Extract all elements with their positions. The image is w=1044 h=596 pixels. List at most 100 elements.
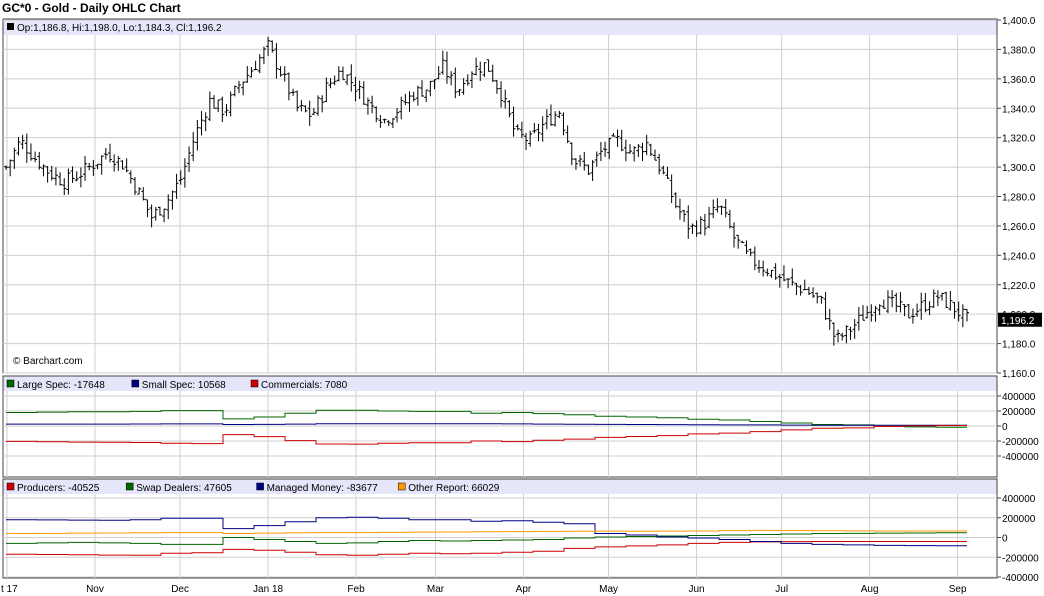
ohlc-bar xyxy=(860,305,865,321)
ohlc-bar xyxy=(856,307,861,331)
ohlc-bar xyxy=(124,158,129,173)
y-tick-label: 0 xyxy=(1002,422,1008,433)
x-tick-label: Jan 18 xyxy=(253,584,283,595)
ohlc-bar xyxy=(548,104,553,126)
series-line-large-spec xyxy=(6,409,967,428)
ohlc-bar xyxy=(345,74,350,86)
ohlc-bar xyxy=(806,286,811,296)
panel-frame-2 xyxy=(2,478,998,579)
ohlc-bar xyxy=(960,304,965,328)
y-tick-label: 0 xyxy=(1002,534,1008,545)
ohlc-bar xyxy=(494,79,499,94)
y-tick-label: 200000 xyxy=(1002,514,1036,525)
ohlc-bar xyxy=(786,278,791,289)
ohlc-bar xyxy=(49,165,54,181)
x-tick-label: t 17 xyxy=(1,584,18,595)
ohlc-bar xyxy=(923,292,928,313)
ohlc-bar xyxy=(145,199,150,218)
ohlc-bar xyxy=(212,95,217,109)
ohlc-bar xyxy=(632,146,637,162)
ohlc-bar xyxy=(390,117,395,129)
ohlc-bar xyxy=(603,141,608,157)
ohlc-bar xyxy=(657,153,662,175)
ohlc-bar xyxy=(573,158,578,170)
ohlc-bar xyxy=(291,88,296,96)
ohlc-bar xyxy=(848,326,853,341)
ohlc-bar xyxy=(798,284,803,296)
ohlc-bar xyxy=(199,111,204,136)
ohlc-bar xyxy=(444,51,449,84)
ohlc-bar xyxy=(336,66,341,82)
ohlc-bar xyxy=(228,91,233,117)
ohlc-bar xyxy=(340,66,345,81)
ohlc-bar xyxy=(844,325,849,344)
ohlc-bar xyxy=(149,204,154,228)
ohlc-bar xyxy=(640,142,645,161)
ohlc-bar xyxy=(852,319,857,339)
ohlc-bar xyxy=(561,112,566,136)
ohlc-bar xyxy=(840,332,845,341)
ohlc-bar xyxy=(174,173,179,199)
ohlc-bar xyxy=(507,100,512,118)
ohlc-bar xyxy=(686,205,691,239)
ohlc-bar xyxy=(191,131,196,162)
ohlc-bar xyxy=(320,95,325,113)
ohlc-bar xyxy=(707,206,712,229)
ohlc-bar xyxy=(765,268,770,277)
x-tick-label: Aug xyxy=(861,584,879,595)
ohlc-bar xyxy=(286,72,291,101)
ohlc-bar xyxy=(898,292,903,313)
ohlc-bar xyxy=(644,134,649,156)
ohlc-bar xyxy=(70,166,75,184)
ohlc-bar xyxy=(203,112,208,132)
ohlc-bar xyxy=(403,93,408,106)
ohlc-bar xyxy=(307,100,312,126)
ohlc-bar xyxy=(819,295,824,304)
y-tick-label: 1,280.0 xyxy=(1002,193,1036,204)
ohlc-bar xyxy=(694,220,699,237)
ohlc-bar xyxy=(698,216,703,235)
ohlc-bar xyxy=(607,137,612,160)
ohlc-bar xyxy=(557,110,562,119)
ohlc-bar xyxy=(457,88,462,96)
ohlc-bar xyxy=(270,40,275,53)
ohlc-bar xyxy=(399,96,404,120)
ohlc-bar xyxy=(752,246,757,271)
ohlc-bar xyxy=(370,95,375,114)
ohlc-bar xyxy=(16,136,21,156)
y-tick-label: 400000 xyxy=(1002,392,1036,403)
ohlc-bar xyxy=(157,206,162,216)
ohlc-bar xyxy=(274,43,279,79)
legend-swatch xyxy=(131,379,140,388)
ohlc-bar xyxy=(349,64,354,92)
ohlc-bar xyxy=(702,213,707,236)
ohlc-bar xyxy=(665,166,670,179)
ohlc-bar xyxy=(311,107,316,116)
ohlc-bar xyxy=(590,160,595,181)
ohlc-bar xyxy=(395,107,400,123)
ohlc-bar xyxy=(153,206,158,221)
y-tick-label: 400000 xyxy=(1002,494,1036,505)
series-line-managed-money xyxy=(6,516,967,547)
ohlc-bar xyxy=(515,124,520,131)
ohlc-bar xyxy=(503,89,508,109)
y-tick-label: 1,160.0 xyxy=(1002,369,1036,380)
ohlc-bar xyxy=(528,130,533,147)
ohlc-bar xyxy=(482,62,487,77)
y-tick-label: 1,260.0 xyxy=(1002,222,1036,233)
ohlc-bar xyxy=(915,303,920,317)
ohlc-bar xyxy=(490,64,495,82)
y-tick-label: 1,320.0 xyxy=(1002,134,1036,145)
ohlc-bar xyxy=(295,90,300,112)
legend-swatch xyxy=(397,482,406,491)
ohlc-bar xyxy=(524,132,529,151)
ohlc-bar xyxy=(428,80,433,97)
ohlc-bar xyxy=(195,119,200,151)
series-line-other-report xyxy=(6,529,967,534)
legend-label: Producers: -40525 xyxy=(17,483,100,494)
ohlc-bar xyxy=(794,282,799,296)
legend-label: Other Report: 66029 xyxy=(408,483,500,494)
ohlc-bar xyxy=(37,152,42,170)
ohlc-bar xyxy=(216,99,221,113)
y-tick-label: 1,220.0 xyxy=(1002,281,1036,292)
